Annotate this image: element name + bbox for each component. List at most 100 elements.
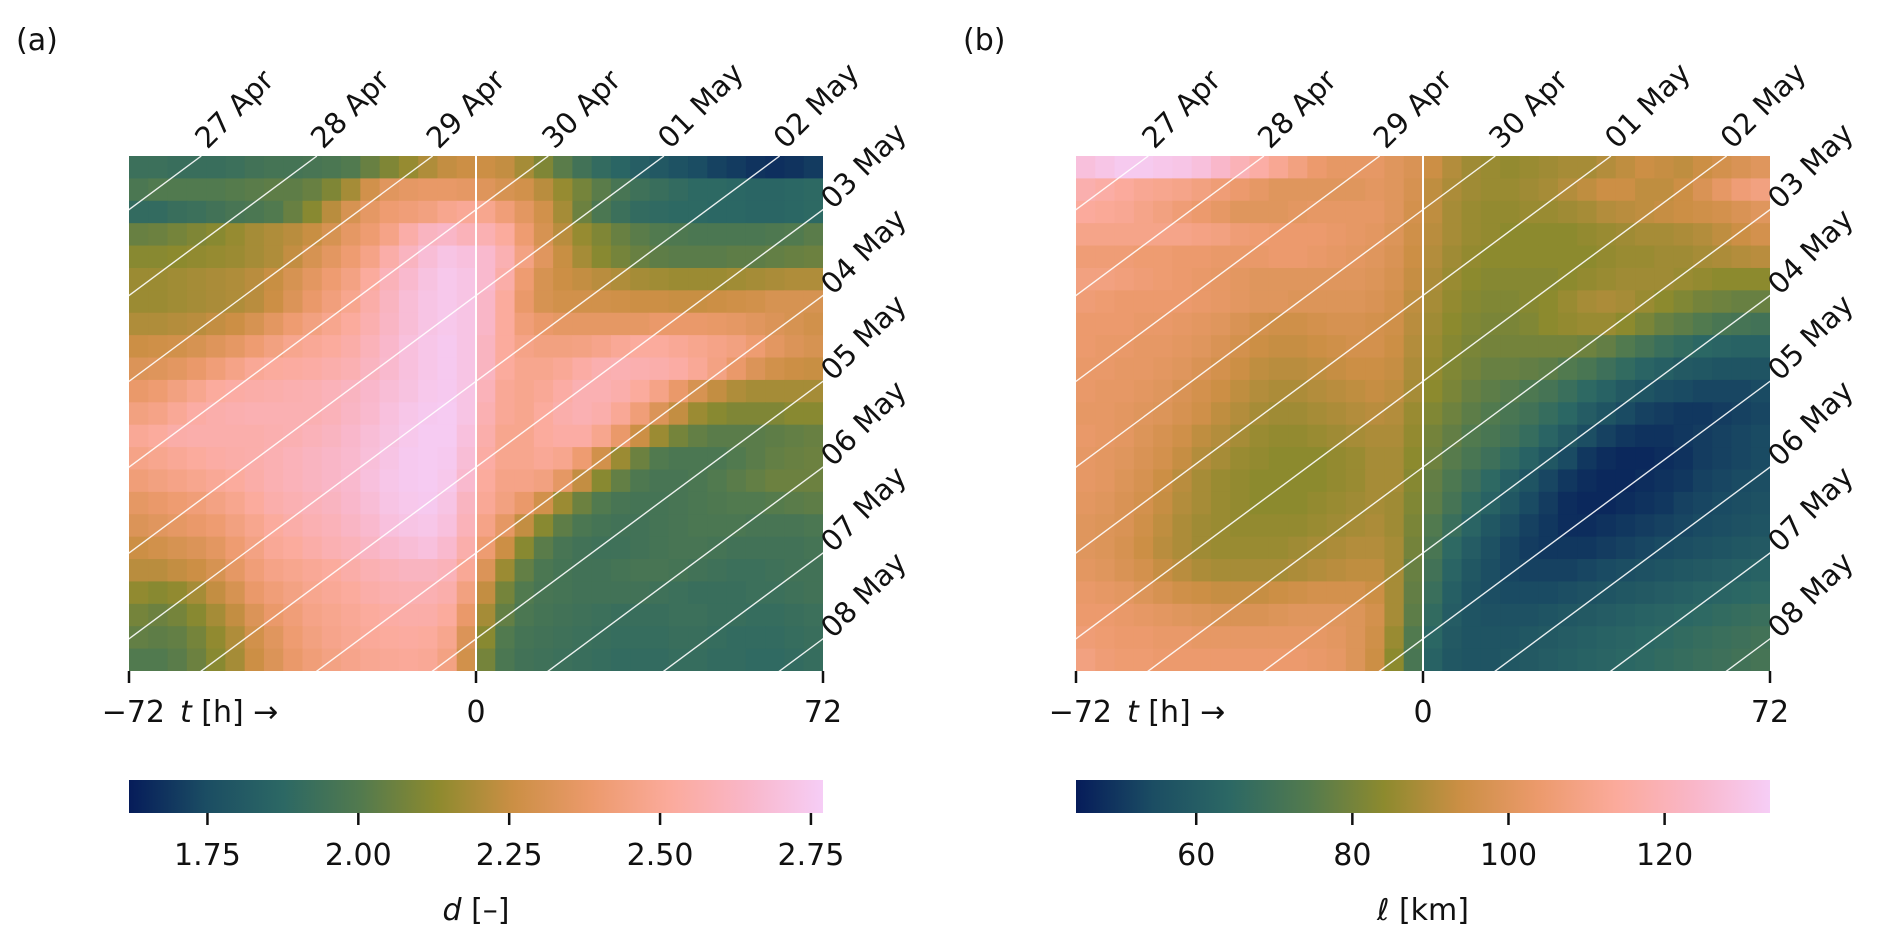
heatmap-cell [784,357,805,381]
heatmap-cell [360,178,381,202]
heatmap-cell [476,357,496,381]
heatmap-cell [1673,178,1694,202]
heatmap-cell [167,491,188,515]
heatmap-cell [1326,335,1347,359]
heatmap-cell [1673,447,1694,471]
heatmap-cell [283,156,304,179]
heatmap-cell [553,469,573,493]
heatmap-cell [1345,223,1366,247]
heatmap-cell [341,357,361,381]
heatmap-cell [398,178,419,202]
heatmap-cell [1095,469,1116,493]
heatmap-cell [206,267,226,291]
heatmap-cell [688,424,708,448]
heatmap-cell [591,156,612,179]
heatmap-cell [1538,245,1559,269]
heatmap-cell [1538,402,1559,426]
heatmap-cell [1557,379,1578,403]
heatmap-cell [1268,223,1289,247]
heatmap-cell [283,178,304,202]
heatmap-cell [707,491,728,515]
heatmap-cell [476,335,496,359]
heatmap-cell [1538,223,1559,247]
heatmap-cell [341,514,361,538]
heatmap-cell [1095,402,1116,426]
heatmap-cell [341,469,361,493]
heatmap-cell [129,178,149,202]
heatmap-cell [1153,424,1173,448]
heatmap-cell [244,335,265,359]
heatmap-cell [1153,447,1173,471]
heatmap-cell [244,223,265,247]
heatmap-cell [1268,200,1289,224]
heatmap-cell [1095,603,1116,627]
heatmap-cell [533,559,554,583]
heatmap-cell [1153,200,1173,224]
heatmap-cell [456,581,477,605]
heatmap-cell [1384,335,1405,359]
heatmap-cell [572,469,593,493]
colorbar-gradient [1076,780,1770,813]
heatmap-cell [1095,379,1116,403]
heatmap-cell [1210,424,1231,448]
heatmap-cell [1114,267,1135,291]
heatmap-cell [784,223,805,247]
heatmap-cell [1268,536,1289,560]
heatmap-cell [1384,424,1405,448]
heatmap-cell [321,178,342,202]
heatmap-cell [1712,469,1733,493]
heatmap-cell [1596,335,1617,359]
heatmap-cell [1095,559,1116,583]
heatmap-cell [533,156,554,179]
heatmap-cell [572,514,593,538]
heatmap-cell [379,312,400,336]
heatmap-cell [360,357,381,381]
heatmap-cell [283,200,304,224]
heatmap-cell [1712,559,1733,583]
heatmap-cell [726,312,747,336]
heatmap-cell [533,626,554,650]
heatmap-cell [514,178,535,202]
heatmap-cell [1172,626,1193,650]
heatmap-cell [1095,536,1116,560]
heatmap-cell [186,223,207,247]
heatmap-cell [1615,223,1636,247]
x-axis-label: t [h] → [180,695,278,730]
heatmap-cell [591,178,612,202]
heatmap-cell [360,335,381,359]
heatmap-cell [726,491,747,515]
heatmap-cell [1442,156,1463,179]
heatmap-cell [1673,559,1694,583]
heatmap-cell [649,379,670,403]
heatmap-cell [1557,178,1578,202]
heatmap-cell [745,447,766,471]
heatmap-cell [437,559,458,583]
heatmap-cell [1095,245,1116,269]
heatmap-cell [726,447,747,471]
heatmap-cell [803,200,823,224]
heatmap-cell [167,424,188,448]
heatmap-cell [1577,402,1598,426]
heatmap-cell [1384,491,1405,515]
colorbar: 60 80 100 120 [1076,780,1770,873]
heatmap-cell [533,603,554,627]
heatmap-cell [186,424,207,448]
heatmap-cell [630,648,651,671]
heatmap-cell [1500,469,1520,493]
heatmap-cell [553,290,573,314]
heatmap-cell [1095,312,1116,336]
heatmap-cell [1153,245,1173,269]
right-tick-label: 06 May [814,374,913,473]
heatmap-cell [745,469,766,493]
heatmap-cell [379,424,400,448]
heatmap-cell [591,559,612,583]
heatmap-cell [263,156,284,179]
heatmap-cell [1615,156,1636,179]
right-tick-label: 03 May [1761,116,1860,215]
panel-label: (b) [963,23,1005,58]
heatmap-cell [1172,223,1193,247]
heatmap-cell [1423,357,1443,381]
heatmap-cell [784,491,805,515]
heatmap-cell [1538,178,1559,202]
